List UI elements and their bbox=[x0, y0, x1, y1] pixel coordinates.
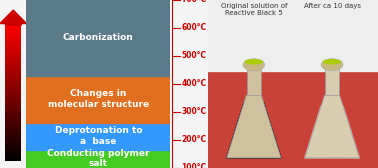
Ellipse shape bbox=[245, 59, 263, 65]
Text: Carbonization: Carbonization bbox=[63, 33, 134, 42]
Text: Deprotonation to
a  base: Deprotonation to a base bbox=[54, 126, 142, 146]
Text: Conducting polymer
salt: Conducting polymer salt bbox=[47, 149, 150, 168]
Text: Original solution of
Reactive Black 5: Original solution of Reactive Black 5 bbox=[221, 3, 287, 16]
Bar bbox=[26, 0, 170, 76]
Polygon shape bbox=[226, 103, 281, 158]
Text: After ca 10 days: After ca 10 days bbox=[304, 3, 361, 9]
Bar bbox=[26, 76, 170, 123]
Ellipse shape bbox=[313, 145, 351, 157]
Bar bbox=[325, 68, 339, 95]
Text: 300°C: 300°C bbox=[181, 108, 206, 116]
Text: 100°C: 100°C bbox=[181, 163, 206, 168]
Text: 400°C: 400°C bbox=[181, 79, 206, 89]
FancyArrow shape bbox=[0, 10, 26, 25]
Text: Changes in
molecular structure: Changes in molecular structure bbox=[48, 89, 149, 109]
Ellipse shape bbox=[321, 59, 343, 71]
Text: 600°C: 600°C bbox=[181, 24, 206, 32]
Polygon shape bbox=[305, 106, 359, 158]
Ellipse shape bbox=[332, 149, 349, 157]
Text: 200°C: 200°C bbox=[181, 136, 206, 144]
Text: 700°C: 700°C bbox=[181, 0, 207, 5]
Polygon shape bbox=[226, 95, 281, 158]
Ellipse shape bbox=[243, 59, 265, 71]
Polygon shape bbox=[305, 95, 359, 158]
Bar bbox=[26, 150, 170, 168]
Text: 500°C: 500°C bbox=[181, 52, 206, 60]
Bar bbox=[208, 0, 378, 71]
Bar bbox=[247, 68, 261, 95]
Bar bbox=[26, 123, 170, 150]
Ellipse shape bbox=[323, 59, 341, 65]
